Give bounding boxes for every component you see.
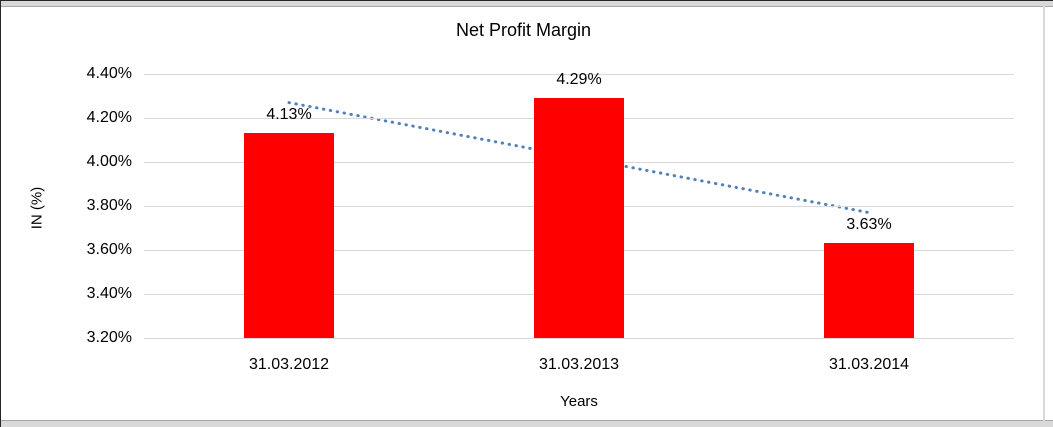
bar xyxy=(534,98,624,338)
plot-area xyxy=(144,74,1014,339)
frame-bottom-edge xyxy=(1,420,1053,427)
gridline xyxy=(144,338,1014,339)
y-tick-label: 4.20% xyxy=(86,109,132,126)
gridline xyxy=(144,74,1014,75)
data-label: 4.13% xyxy=(266,106,312,124)
x-category-label: 31.03.2014 xyxy=(828,356,910,373)
x-category-label: 31.03.2012 xyxy=(248,356,330,373)
y-tick-label: 3.20% xyxy=(86,329,132,346)
data-label: 3.63% xyxy=(846,216,892,234)
y-tick-label: 3.60% xyxy=(86,241,132,258)
x-category-label: 31.03.2013 xyxy=(538,356,620,373)
frame-top-edge xyxy=(1,1,1053,7)
y-tick-label: 4.40% xyxy=(86,65,132,82)
y-tick-label: 3.80% xyxy=(86,197,132,214)
frame-right-edge xyxy=(1043,1,1045,427)
bar xyxy=(244,133,334,338)
data-label: 4.29% xyxy=(556,71,602,89)
chart-title: Net Profit Margin xyxy=(455,20,592,40)
y-tick-label: 3.40% xyxy=(86,285,132,302)
x-axis-title: Years xyxy=(560,393,598,410)
y-tick-label: 4.00% xyxy=(86,153,132,170)
bar xyxy=(824,243,914,338)
